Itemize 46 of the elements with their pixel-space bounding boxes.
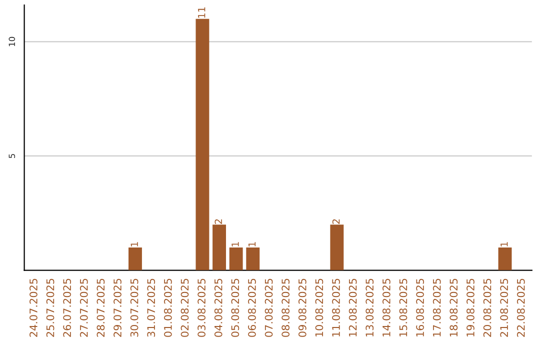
x-tick-label: 09.08.2025 xyxy=(298,278,306,337)
data-label: 1 xyxy=(248,242,256,246)
x-tick-label: 28.07.2025 xyxy=(96,278,105,337)
bar xyxy=(330,224,344,270)
x-tick-label: 29.07.2025 xyxy=(114,278,122,337)
x-tick-label: 13.08.2025 xyxy=(366,278,374,336)
bar xyxy=(196,18,210,270)
x-tick-label: 25.07.2025 xyxy=(46,278,54,337)
bar xyxy=(212,224,226,270)
data-label: 2 xyxy=(332,219,340,224)
bar xyxy=(229,247,243,270)
x-tick-label: 07.08.2025 xyxy=(264,278,273,337)
x-tick-label: 01.08.2025 xyxy=(164,278,172,337)
x-tick-label: 26.07.2025 xyxy=(63,278,72,337)
bar xyxy=(498,247,512,270)
x-tick-label: 10.08.2025 xyxy=(315,278,324,336)
y-tick-label: 5 xyxy=(8,154,16,158)
data-label: 2 xyxy=(214,219,222,224)
x-tick-label: 12.08.2025 xyxy=(348,278,357,336)
data-label: 1 xyxy=(500,242,508,246)
x-tick-label: 19.08.2025 xyxy=(466,278,474,336)
bar xyxy=(128,247,142,270)
x-tick-label: 15.08.2025 xyxy=(399,278,408,336)
x-tick-label: 30.07.2025 xyxy=(130,278,138,337)
y-tick-label: 10 xyxy=(8,36,16,46)
x-tick-label: 16.08.2025 xyxy=(416,278,424,336)
x-tick-label: 17.08.2025 xyxy=(432,278,441,336)
x-tick-label: 02.08.2025 xyxy=(180,278,189,337)
x-tick-label: 08.08.2025 xyxy=(282,278,290,337)
x-tick-label: 20.08.2025 xyxy=(483,278,492,337)
data-label: 1 xyxy=(130,242,138,246)
x-tick-label: 03.08.2025 xyxy=(198,278,206,337)
x-tick-label: 31.07.2025 xyxy=(147,278,156,337)
x-tick-label: 22.08.2025 xyxy=(516,278,525,337)
x-tick-label: 27.07.2025 xyxy=(80,278,88,337)
x-tick-label: 14.08.2025 xyxy=(382,278,390,336)
x-tick-label: 06.08.2025 xyxy=(248,278,256,337)
x-tick-label: 05.08.2025 xyxy=(231,278,240,337)
x-tick-label: 18.08.2025 xyxy=(450,278,458,336)
x-tick-label: 24.07.2025 xyxy=(30,278,38,337)
x-tick-label: 04.08.2025 xyxy=(214,278,222,337)
x-tick-label: 21.08.2025 xyxy=(500,278,508,337)
bar xyxy=(246,247,260,270)
data-label: 11 xyxy=(198,7,206,18)
x-tick-label: 11.08.2025 xyxy=(332,278,340,336)
data-label: 1 xyxy=(232,242,239,246)
